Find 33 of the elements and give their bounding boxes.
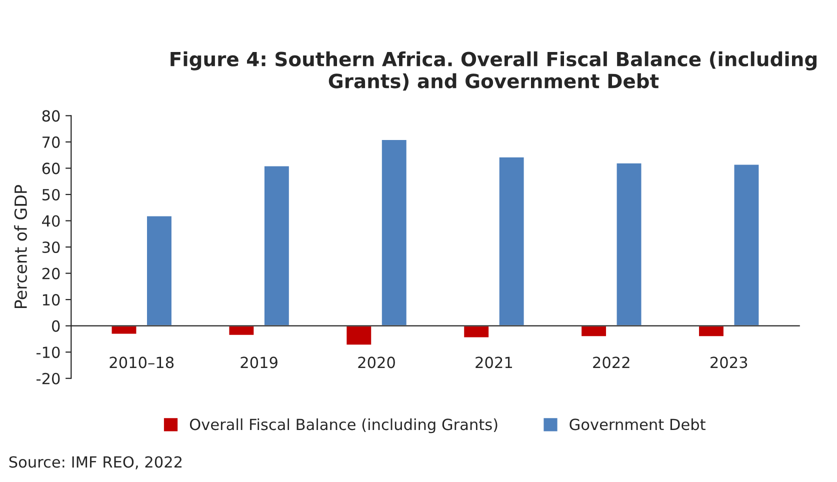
bar bbox=[615, 162, 643, 327]
y-tick-label: -20 bbox=[36, 372, 60, 384]
y-tick-label: 40 bbox=[42, 215, 60, 227]
bar bbox=[498, 156, 526, 327]
bar bbox=[263, 164, 290, 327]
y-tick-label: 60 bbox=[42, 162, 60, 174]
bar bbox=[580, 325, 608, 338]
bar bbox=[345, 325, 373, 346]
bar bbox=[698, 325, 725, 338]
x-tick-label: 2020 bbox=[358, 356, 395, 368]
x-tick-label: 2019 bbox=[240, 356, 278, 368]
y-tick-label: 0 bbox=[52, 320, 60, 332]
chart-title: Figure 4: Southern Africa. Overall Fiscal Balance (including Grants) and Government Debt bbox=[170, 51, 816, 91]
y-tick-label: 70 bbox=[42, 136, 60, 148]
x-tick-label: 2010–18 bbox=[110, 356, 174, 368]
y-axis-title: Percent of GDP bbox=[14, 185, 27, 308]
legend-label: Overall Fiscal Balance (including Grants) bbox=[190, 418, 498, 434]
legend-label: Government Debt bbox=[570, 418, 706, 430]
x-tick-label: 2022 bbox=[593, 356, 630, 368]
y-tick-label: 80 bbox=[42, 110, 60, 122]
bar bbox=[462, 325, 490, 339]
bar bbox=[228, 325, 256, 336]
bar bbox=[732, 163, 760, 327]
bar bbox=[146, 214, 173, 327]
y-tick-label: -10 bbox=[36, 346, 60, 358]
y-tick-label: 20 bbox=[42, 268, 60, 280]
source-note: Source: IMF REO, 2022 bbox=[9, 456, 182, 470]
bar bbox=[380, 138, 408, 327]
y-tick-label: 50 bbox=[42, 188, 60, 201]
y-tick-label: 30 bbox=[42, 241, 60, 254]
y-tick-label: 10 bbox=[42, 294, 60, 306]
x-tick-label: 2021 bbox=[476, 356, 512, 368]
x-tick-label: 2023 bbox=[710, 356, 748, 368]
